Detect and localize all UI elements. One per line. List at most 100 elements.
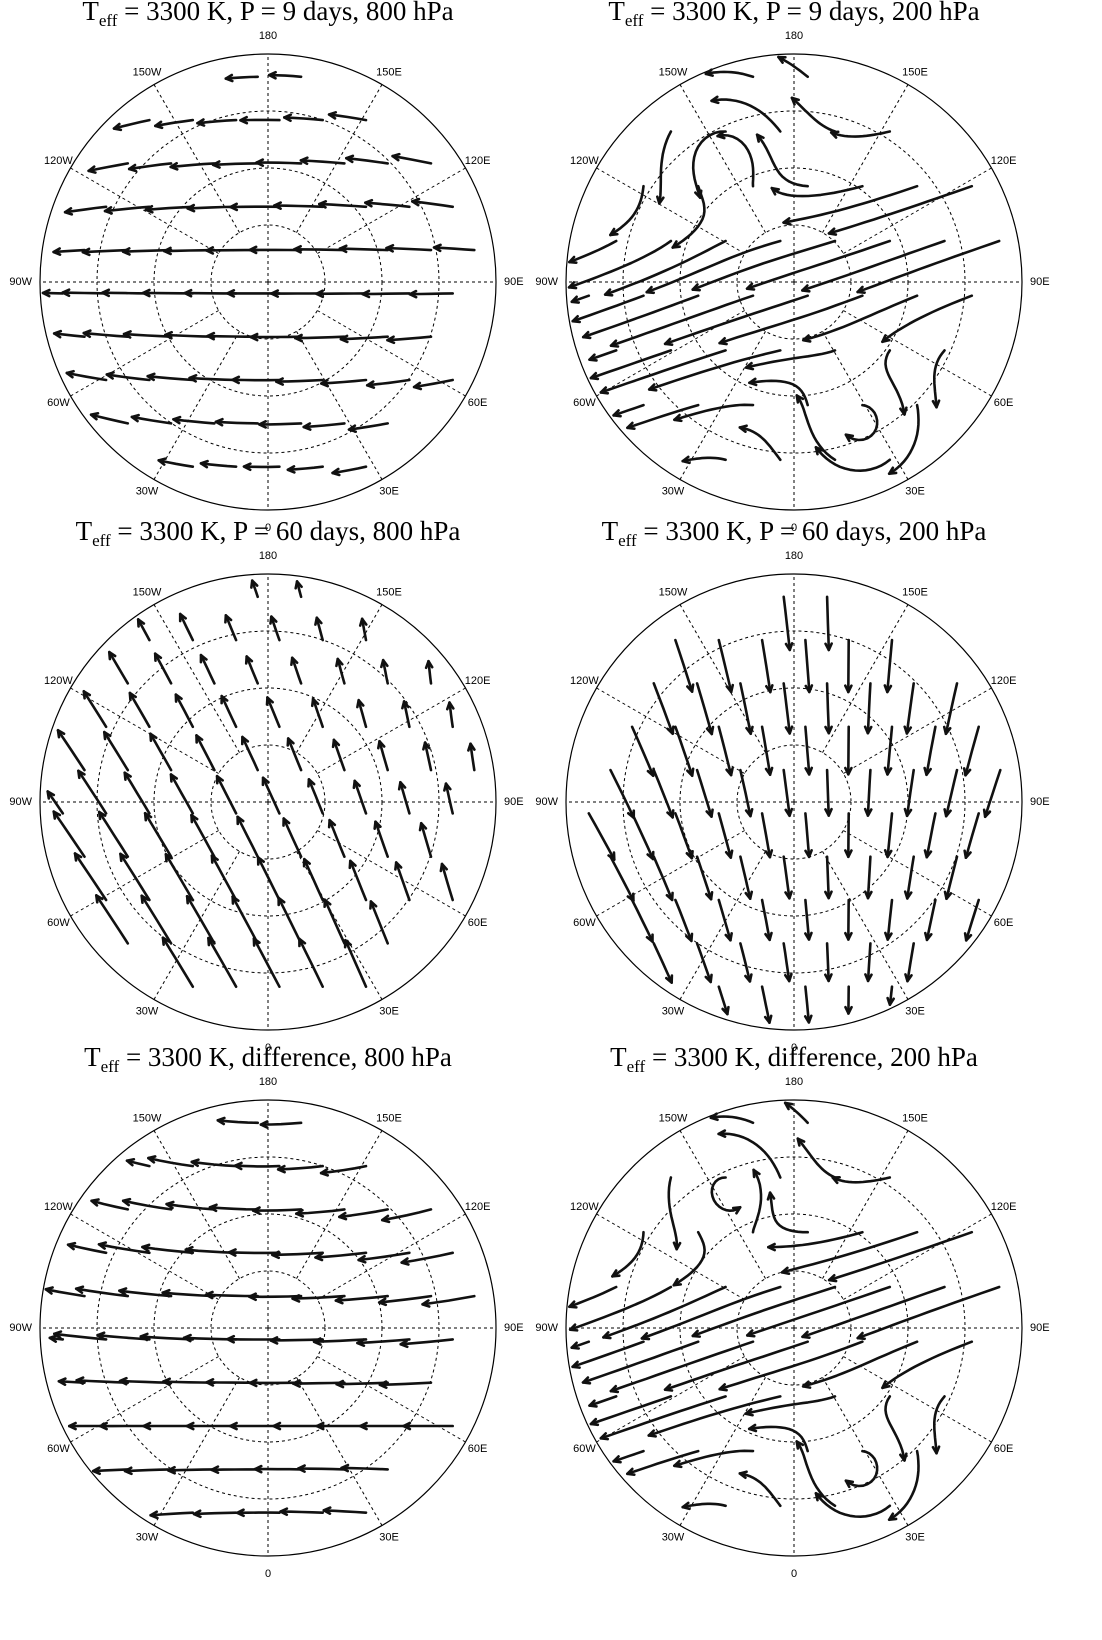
wind-arrow (341, 337, 388, 340)
wind-arrow (886, 1396, 905, 1460)
wind-arrow (753, 1170, 761, 1232)
wind-arrow (345, 940, 366, 987)
wind-arrow (762, 640, 770, 692)
meridian (843, 311, 991, 397)
wind-arrow (719, 640, 731, 692)
wind-arrow (654, 857, 672, 900)
wind-arrow (827, 943, 829, 981)
longitude-label: 60E (994, 397, 1014, 409)
wind-arrow (674, 405, 753, 420)
wind-arrow (238, 817, 258, 857)
meridian (843, 1357, 991, 1443)
wind-arrow (719, 900, 731, 940)
title-symbol: T (76, 516, 93, 546)
longitude-label: 150E (902, 586, 928, 598)
wind-arrow (798, 1139, 835, 1178)
wind-arrow (712, 100, 781, 132)
longitude-label: 90E (1030, 276, 1050, 288)
wind-arrow (803, 1287, 945, 1337)
longitude-label: 120E (991, 675, 1017, 687)
wind-arrow (257, 163, 302, 164)
wind-arrow (213, 163, 258, 164)
wind-arrow (573, 1342, 644, 1367)
wind-arrow (610, 186, 643, 235)
wind-arrow (946, 770, 957, 816)
wind-arrow (340, 249, 388, 251)
wind-arrow (166, 854, 193, 900)
title-text: = 3300 K, P = 60 days, 200 hPa (637, 516, 987, 546)
wind-arrow (746, 350, 835, 367)
meridian (71, 1214, 219, 1300)
wind-arrow (263, 778, 279, 814)
wind-arrow (194, 1513, 236, 1514)
wind-arrow (569, 241, 671, 287)
wind-arrow (261, 1123, 301, 1125)
longitude-label: 60W (47, 397, 70, 409)
wind-arrow (284, 819, 301, 857)
longitude-label: 150E (902, 66, 928, 78)
wind-arrow (803, 1342, 917, 1387)
wind-arrow (589, 813, 615, 859)
longitude-label: 180 (785, 1076, 803, 1088)
longitude-label: 60E (994, 917, 1014, 929)
wind-arrow (187, 896, 214, 943)
wind-arrow (210, 1207, 258, 1209)
longitude-label: 90W (9, 796, 32, 808)
wind-arrow (683, 458, 726, 461)
wind-arrow (155, 654, 171, 684)
wind-arrow (218, 1120, 258, 1123)
wind-arrow (868, 770, 871, 816)
longitude-label: 150W (133, 1112, 162, 1124)
longitude-label: 60E (468, 397, 488, 409)
wind-arrow (217, 776, 236, 813)
meridian (154, 1377, 240, 1525)
wind-arrow (145, 813, 171, 857)
meridian (71, 831, 219, 917)
longitude-label: 30E (905, 485, 925, 497)
wind-arrow (78, 771, 106, 814)
wind-arrow (396, 863, 409, 901)
wind-arrow (191, 815, 214, 857)
longitude-label: 30W (136, 1531, 159, 1543)
meridian (297, 85, 383, 233)
longitude-label: 180 (785, 30, 803, 42)
meridian (823, 1131, 909, 1279)
wind-arrow (176, 695, 193, 727)
panel-title: Teff = 3300 K, P = 9 days, 800 hPa (82, 0, 453, 30)
wind-arrow (858, 241, 1000, 292)
wind-arrow (249, 1296, 301, 1297)
longitude-label: 90E (504, 276, 524, 288)
wind-arrow (778, 57, 807, 77)
wind-arrow (882, 296, 971, 342)
wind-arrow (886, 350, 905, 414)
wind-arrow (190, 378, 237, 380)
wind-arrow (142, 896, 171, 944)
wind-arrow (216, 422, 258, 424)
wind-arrow (222, 696, 236, 727)
wind-arrow (654, 943, 672, 982)
wind-arrow (298, 1469, 344, 1470)
wind-arrow (985, 770, 1000, 817)
wind-arrow (235, 1166, 279, 1167)
wind-arrow (58, 730, 85, 770)
wind-arrow (229, 1252, 279, 1253)
wind-arrow (253, 1209, 301, 1210)
longitude-label: 120E (465, 155, 491, 167)
wind-arrow (104, 732, 128, 770)
wind-arrow (83, 250, 128, 252)
meridian (680, 851, 766, 999)
wind-arrow (188, 207, 237, 209)
title-subscript: eff (625, 11, 644, 30)
wind-arrow (831, 132, 890, 137)
wind-arrow (387, 248, 432, 250)
wind-arrow (803, 296, 917, 341)
wind-arrow (632, 813, 653, 859)
wind-arrow (772, 186, 863, 196)
wind-arrow (816, 447, 890, 470)
wind-arrow (120, 854, 149, 900)
wind-arrow (669, 1178, 677, 1250)
wind-arrow (675, 640, 692, 692)
longitude-label: 150W (659, 66, 688, 78)
wind-arrow (675, 813, 691, 858)
wind-arrow (276, 380, 322, 382)
